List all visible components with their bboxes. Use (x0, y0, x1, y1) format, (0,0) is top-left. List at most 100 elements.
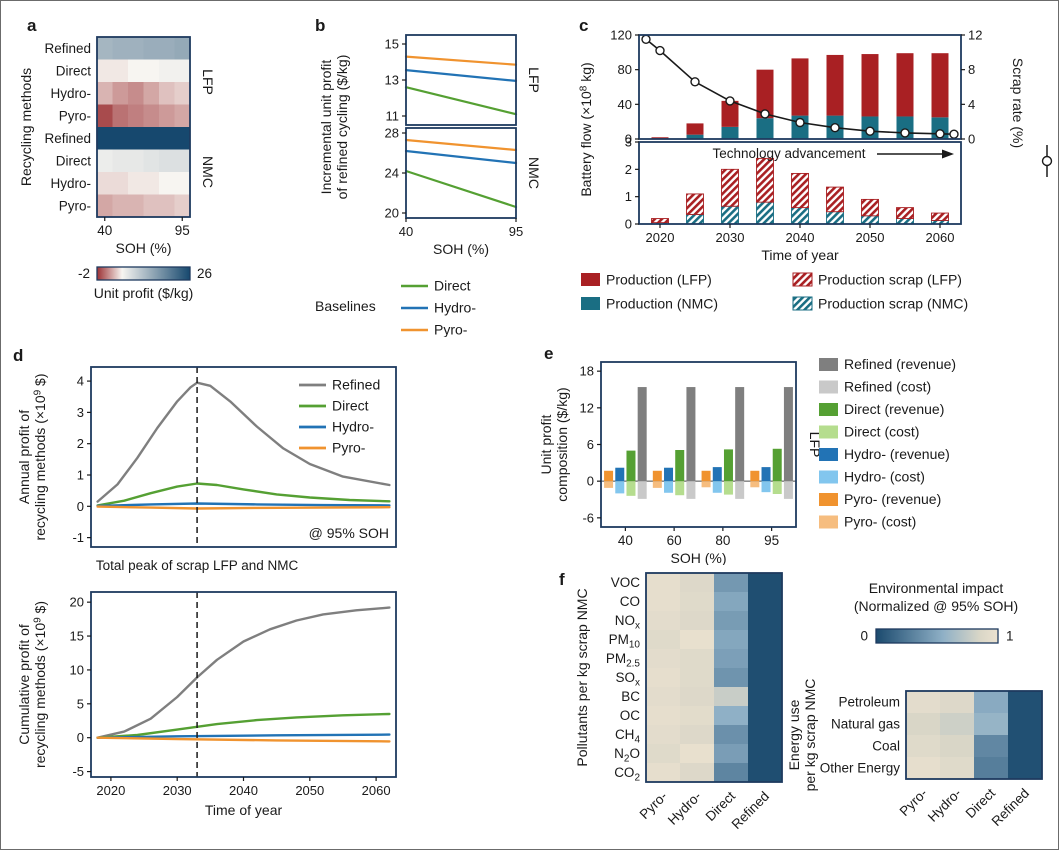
panel-label-d: d (13, 346, 23, 365)
bar-Hydro--cost (615, 481, 625, 494)
axis-label: Time of year (205, 802, 283, 818)
row-label: Refined (44, 131, 91, 146)
axis-label-left: Battery flow (×108 kg) (578, 62, 594, 196)
series-annual-Direct (96, 482, 391, 507)
heatmap-cell (112, 104, 129, 128)
legend-label: Refined (332, 377, 380, 393)
axis-label: SOH (%) (116, 240, 172, 256)
heatmap-cell (748, 763, 783, 783)
heatmap-cell (112, 127, 129, 150)
scrap-rate-marker (795, 117, 805, 128)
plot-frame (905, 690, 1043, 780)
heatmap-cell (714, 744, 749, 764)
bar-Refined-cost (735, 481, 745, 499)
bar-production-lfp (651, 137, 669, 139)
series-Direct (404, 86, 518, 116)
col-label: Hydro- (925, 786, 964, 825)
bar-scrap-lfp (686, 193, 704, 215)
legend-swatch (792, 272, 813, 287)
legend-swatch (819, 493, 838, 506)
tick-label: 0 (968, 132, 975, 147)
heatmap-cell (680, 649, 715, 669)
tick-label: 95 (509, 224, 523, 239)
tick-label: 20 (385, 206, 399, 221)
tick-label: 0 (625, 132, 632, 147)
scrap-rate-marker (865, 126, 875, 136)
bar-production-nmc (686, 134, 704, 139)
heatmap-cell (143, 172, 160, 195)
heatmap-cell (748, 592, 783, 612)
scrap-rate-marker (690, 77, 700, 87)
tick-label: 5 (77, 696, 84, 711)
heatmap-cell (97, 172, 113, 195)
heatmap-cell (174, 172, 191, 195)
heatmap-cell (112, 172, 129, 195)
heatmap-cell (174, 149, 191, 173)
col-label: Hydro- (665, 789, 704, 828)
colorbar-title: Unit profit ($/kg) (94, 285, 194, 301)
row-label: NOx (615, 613, 640, 632)
tick-label: 10 (70, 662, 84, 677)
heatmap-cell (159, 37, 175, 60)
heatmap-cell (646, 592, 681, 612)
legend-label: Production scrap (NMC) (818, 296, 968, 312)
panel-label-c: c (579, 16, 588, 35)
row-label: PM2.5 (606, 651, 641, 670)
heatmap-cell (680, 668, 715, 688)
legend-label: Pyro- (cost) (844, 514, 916, 530)
axis-label: Incremental unit profit (318, 60, 334, 195)
axis-label-right: Scrap rate (%) (1010, 58, 1026, 148)
legend-label: Production scrap (LFP) (818, 272, 962, 288)
tick-label: 80 (618, 62, 632, 77)
bar-Direct-cost (626, 481, 636, 496)
heatmap-cell (680, 706, 715, 726)
tick-label: 1 (77, 468, 84, 483)
panel-f-environmental-heatmaps: f VOCCONOxPM10PM2.5SOxBCOCCH4N2OCO2Pyro-H… (559, 570, 1043, 832)
tick-label: 40 (399, 224, 413, 239)
bar-Pyro--revenue (701, 470, 711, 482)
heatmap-cell (97, 104, 113, 128)
colorbar (875, 628, 999, 644)
series-cumulative-Direct (96, 712, 391, 739)
tick-label: 2040 (229, 783, 258, 798)
legend-label: Refined (revenue) (844, 356, 956, 372)
legend-label: Direct (cost) (844, 424, 919, 440)
heatmap-cell (159, 104, 175, 128)
tick-label: 0 (587, 474, 594, 489)
tick-label: -1 (72, 530, 84, 545)
heatmap-cell (714, 649, 749, 669)
heatmap-cell (143, 194, 160, 218)
bar-Pyro--cost (701, 481, 711, 488)
colorbar-min: 0 (860, 629, 868, 644)
legend-label: Direct (revenue) (844, 401, 944, 417)
series-annual-Refined (96, 381, 391, 503)
heatmap-cell (174, 37, 191, 60)
row-label: PM10 (609, 632, 641, 651)
tick-label: 28 (385, 126, 399, 141)
legend-label: Pyro- (332, 440, 366, 456)
tick-label: 0 (625, 217, 632, 232)
tick-label: 0 (77, 499, 84, 514)
legend-label: Hydro- (434, 300, 476, 316)
tick-label: 15 (385, 37, 399, 52)
heatmap-cell (680, 573, 715, 593)
heatmap-cell (128, 82, 144, 105)
bar-Hydro--revenue (712, 467, 722, 482)
tick-label: 2050 (856, 230, 885, 245)
group-label: NMC (526, 157, 542, 189)
heatmap-cell (159, 172, 175, 195)
legend-label: Refined (cost) (844, 379, 931, 395)
row-label: CO (620, 594, 640, 609)
heatmap-cell (646, 763, 681, 783)
group-label: LFP (526, 67, 542, 93)
tick-label: 2040 (786, 230, 815, 245)
bar-Pyro--cost (604, 481, 614, 488)
heatmap-cell (748, 668, 783, 688)
bar-scrap-lfp (931, 212, 949, 221)
axis-label: recycling methods (×109 $) (32, 373, 48, 540)
bar-Pyro--revenue (604, 470, 614, 482)
row-label: Natural gas (831, 717, 900, 732)
heatmap-cell (1008, 735, 1043, 758)
series-Hydro- (404, 68, 518, 83)
